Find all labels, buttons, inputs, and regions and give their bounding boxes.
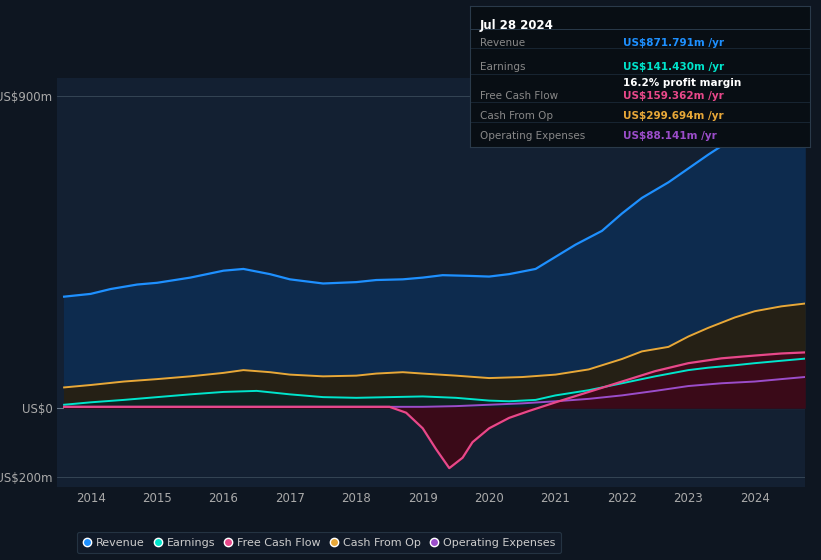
Text: US$299.694m /yr: US$299.694m /yr [622,111,723,121]
Text: Jul 28 2024: Jul 28 2024 [479,19,553,32]
Text: Cash From Op: Cash From Op [479,111,553,121]
Text: Revenue: Revenue [479,38,525,48]
Legend: Revenue, Earnings, Free Cash Flow, Cash From Op, Operating Expenses: Revenue, Earnings, Free Cash Flow, Cash … [76,532,562,553]
Text: US$871.791m /yr: US$871.791m /yr [622,38,723,48]
Text: Operating Expenses: Operating Expenses [479,131,585,141]
Text: Earnings: Earnings [479,62,525,72]
Text: US$141.430m /yr: US$141.430m /yr [622,62,723,72]
Text: US$159.362m /yr: US$159.362m /yr [622,91,723,101]
Text: US$88.141m /yr: US$88.141m /yr [622,131,716,141]
Text: 16.2% profit margin: 16.2% profit margin [622,78,741,88]
Text: Free Cash Flow: Free Cash Flow [479,91,558,101]
